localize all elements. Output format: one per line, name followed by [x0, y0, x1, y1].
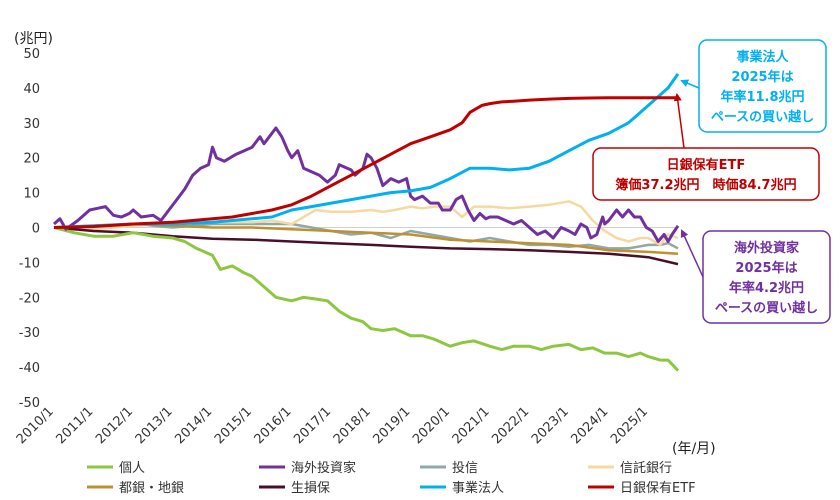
- legend-label: 都銀・地銀: [119, 481, 184, 496]
- callout-arrow: [680, 79, 700, 89]
- x-tick-label: 2014/1: [172, 404, 215, 447]
- y-tick-label: -30: [19, 326, 40, 341]
- y-tick-label: -40: [19, 361, 40, 376]
- series-line: [53, 126, 680, 243]
- legend-label: 海外投資家: [291, 460, 356, 476]
- callouts: 事業法人2025年は年率11.8兆円ペースの買い越し日銀保有ETF簿価37.2兆…: [592, 39, 831, 324]
- callout-text: 2025年は: [735, 260, 797, 276]
- x-tick-label: 2013/1: [133, 404, 176, 447]
- callout-text: 2025年は: [731, 69, 793, 85]
- callout-arrow: [680, 229, 704, 278]
- callout-box: [698, 39, 827, 133]
- x-axis-ticks: 2010/12011/12012/12013/12014/12015/12016…: [14, 404, 651, 447]
- series-line: [53, 96, 678, 229]
- callout-arrow: [673, 92, 685, 149]
- x-tick-label: 2020/1: [410, 404, 453, 447]
- series-line: [53, 73, 680, 229]
- y-tick-label: 50: [23, 47, 40, 62]
- y-tick-label: -20: [19, 291, 40, 306]
- y-axis-unit-label: (兆円): [14, 31, 53, 47]
- y-tick-label: 10: [23, 187, 40, 202]
- callout-text: 日銀保有ETF: [667, 157, 746, 173]
- legend-label: 生損保: [291, 481, 330, 496]
- legend-label: 個人: [119, 461, 145, 476]
- y-axis-ticks: 50 40 30 20 10 0 -10 -20 -30 -40 -50: [19, 47, 40, 411]
- legend-label: 事業法人: [452, 480, 504, 496]
- x-tick-label: 2022/1: [489, 404, 532, 447]
- x-tick-label: 2025/1: [608, 404, 651, 447]
- x-tick-label: 2015/1: [212, 404, 255, 447]
- x-tick-label: 2011/1: [53, 404, 96, 447]
- x-tick-label: 2016/1: [252, 404, 295, 447]
- x-tick-label: 2019/1: [370, 404, 413, 447]
- x-tick-label: 2017/1: [291, 404, 334, 447]
- series-line: [53, 226, 680, 372]
- callout-text: ペースの買い越し: [715, 300, 818, 316]
- series-lines: [53, 73, 680, 372]
- callout-text: 海外投資家: [734, 240, 800, 256]
- y-tick-label: 40: [23, 82, 40, 97]
- callout-text: 年率11.8兆円: [720, 89, 804, 105]
- callout-text: 事業法人: [736, 49, 789, 65]
- series-line: [53, 226, 679, 266]
- x-tick-label: 2024/1: [569, 404, 612, 447]
- x-axis-unit-label: (年/月): [672, 441, 716, 457]
- callout-box: [592, 147, 820, 201]
- callout-text: 簿価37.2兆円 時価84.7兆円: [615, 177, 796, 193]
- y-tick-label: 20: [23, 152, 40, 167]
- x-tick-label: 2018/1: [331, 404, 374, 447]
- y-tick-label: 0: [32, 222, 40, 237]
- y-tick-label: -10: [19, 256, 40, 271]
- legend-label: 日銀保有ETF: [620, 481, 696, 496]
- y-tick-label: -50: [19, 396, 40, 411]
- x-tick-label: 2021/1: [450, 404, 493, 447]
- callout-text: 年率4.2兆円: [729, 280, 804, 296]
- series-line: [53, 222, 679, 250]
- y-tick-label: 30: [23, 117, 40, 132]
- callout-text: ペースの買い越し: [711, 109, 814, 125]
- legend-label: 投信: [452, 460, 478, 476]
- series-line: [53, 200, 679, 247]
- series-line: [53, 222, 679, 255]
- legend-label: 信託銀行: [620, 460, 672, 476]
- x-tick-label: 2012/1: [93, 404, 136, 447]
- x-tick-label: 2023/1: [529, 404, 572, 447]
